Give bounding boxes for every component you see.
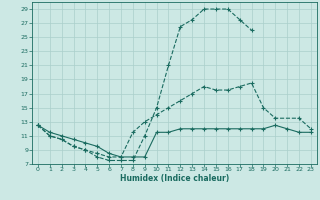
X-axis label: Humidex (Indice chaleur): Humidex (Indice chaleur) <box>120 174 229 183</box>
